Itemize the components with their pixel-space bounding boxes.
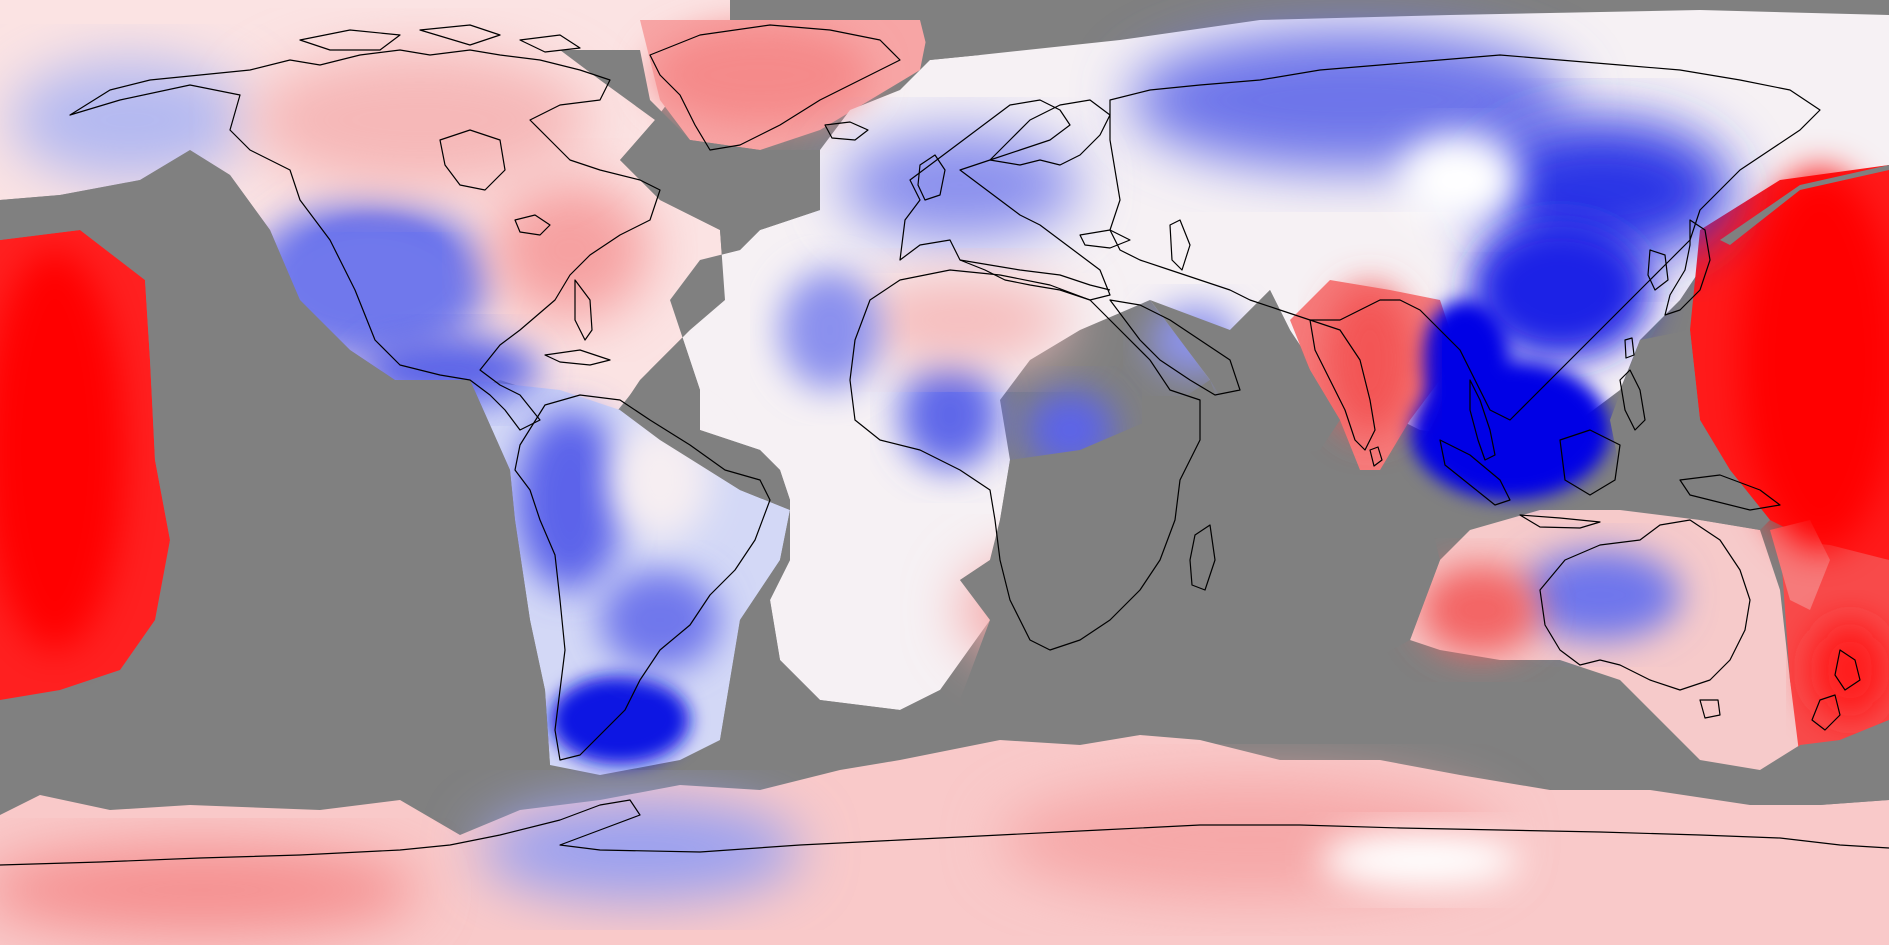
coastline-java (1519, 514, 1601, 529)
coastline-south-america (514, 394, 771, 761)
mask-south-pacific (1750, 720, 1889, 805)
blob-nz-red (1810, 620, 1889, 720)
blob-alaska-blue (10, 60, 250, 180)
blob-pacific-west-red (0, 250, 125, 650)
coastline-new-guinea (1679, 474, 1781, 511)
mask-north-pacific (0, 150, 550, 765)
blob-antarctica-white (1320, 830, 1520, 890)
coastline-great-lakes (514, 214, 551, 236)
mask-indian-ocean (960, 380, 1440, 740)
mask-atlantic (620, 230, 790, 760)
coastline-philippines (1619, 369, 1646, 431)
coastline-tasmania (1699, 699, 1721, 719)
coastline-iceland (824, 121, 869, 141)
coastline-japan (1664, 219, 1711, 316)
coastline-cuba (544, 349, 611, 366)
coastline-mediterranean (959, 259, 1111, 291)
mask-coral-sea (1610, 330, 1770, 530)
coastline-madagascar (1189, 524, 1216, 591)
coastline-taiwan (1624, 337, 1635, 359)
blob-nw-africa-blue (780, 270, 880, 390)
coastline-arctic-islands (299, 24, 581, 53)
coastline-greenland (649, 24, 901, 151)
blob-andes-blue (515, 410, 625, 590)
coastline-florida (574, 279, 593, 341)
coastline-arabia (1109, 299, 1241, 396)
coastline-scandinavia (989, 99, 1111, 166)
coastline-borneo (1559, 429, 1621, 496)
coastline-malay-peninsula (1469, 379, 1496, 461)
coastline-caspian-sea (1169, 219, 1191, 271)
coastline-europe (899, 99, 1111, 301)
blob-australia-blue (1520, 550, 1680, 640)
coastline-new-zealand (1811, 649, 1861, 731)
blob-ross-sea-red (0, 845, 420, 935)
blob-ne-us-red (490, 180, 650, 320)
coastline-australia (1539, 519, 1751, 691)
mask-pacific-north-east (1720, 165, 1889, 245)
blob-india-red (1325, 285, 1415, 435)
blob-patagonia-blue (550, 675, 690, 765)
anomaly-blobs (0, 25, 1889, 935)
blob-antarctic-peninsula-blue (480, 800, 800, 900)
coastline-sumatra (1439, 439, 1511, 506)
coastline-sri-lanka (1369, 446, 1383, 467)
missing-data-masks (0, 0, 1889, 805)
blob-europe-blue (840, 130, 1080, 240)
blob-sw-australia-red (1420, 565, 1540, 655)
mask-north-atlantic (560, 50, 820, 230)
coastline-britain (917, 154, 946, 201)
mask-arctic-gap (730, 0, 980, 60)
coastline-antarctica (0, 799, 1889, 866)
blob-canada-pink (250, 50, 590, 190)
coastline-korea (1647, 249, 1669, 291)
coastlines (0, 24, 1889, 866)
coastline-north-america (69, 49, 661, 431)
blob-pacific-east-red (1740, 170, 1889, 550)
coastline-africa (849, 269, 1201, 651)
blob-west-africa-blue (900, 360, 1000, 470)
mask-south-atlantic (760, 660, 990, 770)
coastline-asia (1109, 54, 1821, 421)
blob-argentina-blue (600, 570, 720, 670)
coastline-india (1309, 319, 1376, 451)
coastline-black-sea (1079, 229, 1131, 249)
coastline-hudson-bay (439, 129, 506, 191)
blob-greenland-red (650, 25, 870, 125)
blob-sahara-pink (850, 275, 1070, 365)
mask-arabian-sea (1150, 290, 1340, 460)
region-antarctica (0, 735, 1889, 945)
blob-mongolia-white (1400, 135, 1520, 225)
